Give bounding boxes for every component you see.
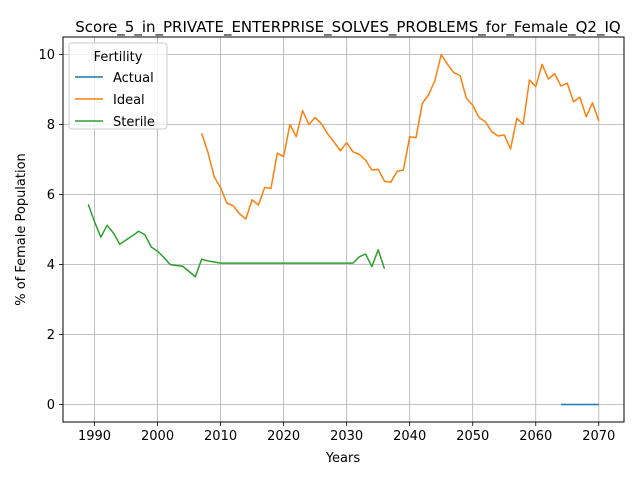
grid-lines — [63, 37, 624, 422]
y-tick-label: 0 — [47, 398, 55, 413]
x-tick-label: 2000 — [141, 429, 174, 444]
legend-box — [68, 42, 168, 130]
axis-ticks: 1990 2000 2010 2020 2030 2040 2050 2060 2070 0 2 4 6… — [38, 48, 615, 444]
x-axis-label: Years — [325, 451, 361, 466]
x-tick-label: 2060 — [519, 429, 552, 444]
x-tick-label: 2030 — [330, 429, 363, 444]
chart-title: Score_5_in_PRIVATE_ENTERPRISE_SOLVES_PRO… — [75, 18, 620, 37]
y-tick-label: 10 — [38, 48, 55, 63]
x-tick-label: 2020 — [267, 429, 300, 444]
y-tick-label: 2 — [47, 328, 55, 343]
legend-label-ideal: Ideal — [113, 93, 145, 108]
y-tick-label: 4 — [47, 258, 55, 273]
legend-label-sterile: Sterile — [113, 115, 155, 130]
x-tick-label: 2010 — [204, 429, 237, 444]
x-tick-label: 2070 — [582, 429, 615, 444]
legend: Fertility Actual Ideal Sterile — [68, 42, 168, 130]
legend-label-actual: Actual — [113, 71, 154, 86]
x-tick-label: 2040 — [393, 429, 426, 444]
legend-title: Fertility — [94, 50, 143, 65]
y-tick-label: 8 — [47, 118, 55, 133]
series-lines — [87, 53, 600, 406]
y-tick-label: 6 — [47, 188, 55, 203]
series-line-ideal — [200, 53, 600, 220]
y-axis-label: % of Female Population — [14, 153, 29, 306]
series-line-sterile — [87, 204, 386, 278]
x-tick-label: 2050 — [456, 429, 489, 444]
x-tick-label: 1990 — [78, 429, 111, 444]
plot-area-frame — [62, 36, 625, 423]
legend-items: Actual Ideal Sterile — [75, 71, 155, 130]
